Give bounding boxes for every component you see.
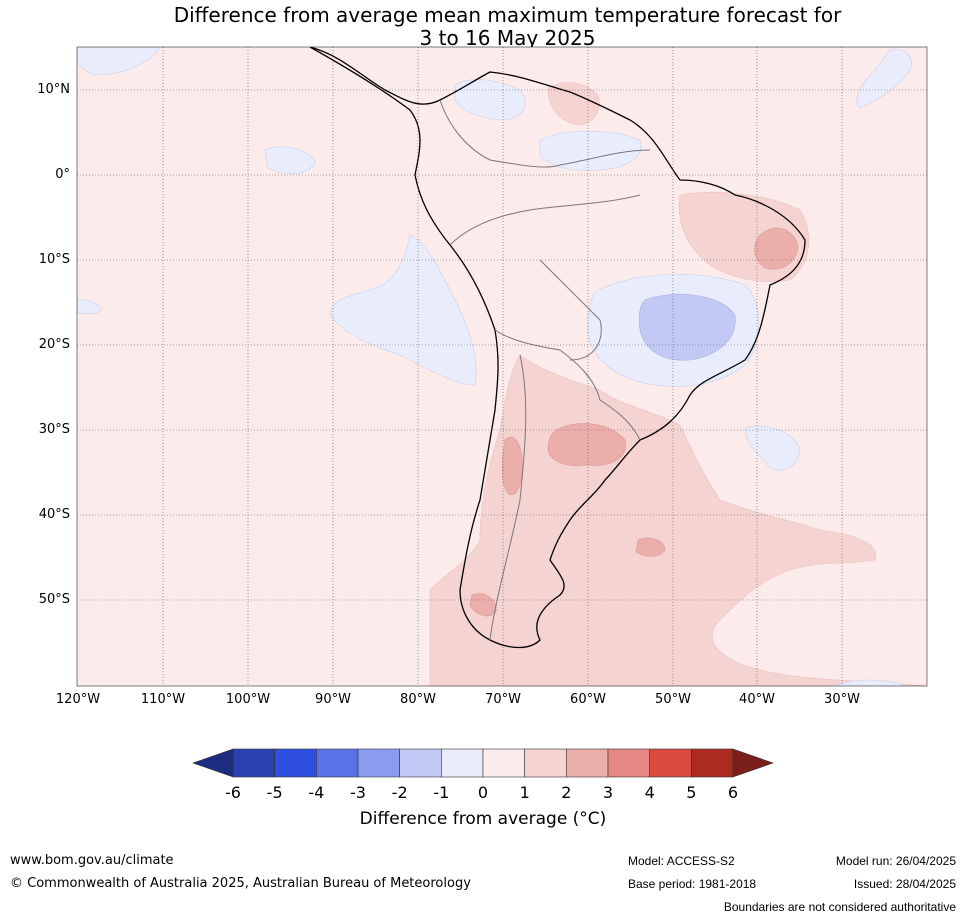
anomaly-neg1-0-pacific xyxy=(329,234,477,386)
lon-label-60w: 60°W xyxy=(570,692,606,707)
colorbar-tick-label: 2 xyxy=(561,783,572,802)
colorbar-label: Difference from average (°C) xyxy=(359,809,607,829)
anomaly-neg1-0-colombia xyxy=(454,79,526,121)
lon-label-40w: 40°W xyxy=(739,692,775,707)
title-line-1: Difference from average mean maximum tem… xyxy=(173,3,842,27)
anomaly-neg2-neg1-brazil xyxy=(638,293,736,361)
colorbar-tick-label: -3 xyxy=(350,783,366,802)
forecast-map xyxy=(76,46,928,687)
graticule xyxy=(77,47,927,686)
colorbar-cell xyxy=(482,748,525,778)
colorbar-cell xyxy=(566,748,609,778)
map-title: Difference from average mean maximum tem… xyxy=(0,4,965,50)
anomaly-neg1-0-south-atlantic xyxy=(744,425,801,471)
lon-label-120w: 120°W xyxy=(55,692,101,707)
colorbar-low-extend xyxy=(192,748,234,778)
country-borders xyxy=(439,99,651,641)
lon-label-90w: 90°W xyxy=(315,692,351,707)
colorbar-tick-label: 0 xyxy=(477,783,489,802)
anomaly-2-3-patagonia xyxy=(635,537,666,557)
lon-label-80w: 80°W xyxy=(400,692,436,707)
lat-label-20s: 20°S xyxy=(38,337,70,352)
colorbar-cell xyxy=(274,748,317,778)
anomaly-neg1-0-northeast xyxy=(856,49,912,109)
base-period: Base period: 1981-2018 xyxy=(628,877,757,891)
lon-label-50w: 50°W xyxy=(655,692,691,707)
lat-label-0: 0° xyxy=(55,167,70,182)
lat-label-30s: 30°S xyxy=(38,422,70,437)
anomaly-2-3-andes xyxy=(501,436,523,496)
anomaly-neg1-0-eastern-pacific xyxy=(264,146,316,175)
colorbar-tick-label: -1 xyxy=(433,783,450,802)
colorbar-cell xyxy=(316,748,359,778)
colorbar-high-extend xyxy=(732,748,774,778)
anomaly-2-3-northeast-brazil xyxy=(754,227,799,270)
issued-date: Issued: 28/04/2025 xyxy=(853,877,956,891)
colorbar-tick-label: 1 xyxy=(519,783,530,802)
colorbar-tick-label: -4 xyxy=(308,783,325,802)
colorbar-cell xyxy=(232,748,275,778)
lat-label-40s: 40°S xyxy=(38,507,70,522)
lat-label-50s: 50°S xyxy=(38,592,70,607)
copyright: © Commonwealth of Australia 2025, Austra… xyxy=(10,876,471,891)
colorbar-cell xyxy=(649,748,692,778)
title-line-2: 3 to 16 May 2025 xyxy=(419,26,596,50)
lon-label-30w: 30°W xyxy=(824,692,860,707)
colorbar-cell xyxy=(441,748,484,778)
colorbar-tick-label: -5 xyxy=(266,783,283,802)
colorbar-tick-label: 3 xyxy=(602,783,614,802)
colorbar-tick-label: 4 xyxy=(644,783,655,802)
anomaly-2-3-pampas xyxy=(547,423,627,466)
colorbar-cell xyxy=(357,748,400,778)
lon-label-110w: 110°W xyxy=(140,692,186,707)
colorbar-cell xyxy=(691,748,734,778)
model-name: Model: ACCESS-S2 xyxy=(628,854,735,868)
anomaly-neg1-0-northwest xyxy=(77,47,161,76)
anomaly-2-3-south-chile xyxy=(469,593,497,617)
anomaly-neg1-0-guiana xyxy=(539,130,642,171)
model-run: Model run: 26/04/2025 xyxy=(835,854,956,868)
colorbar-cell xyxy=(607,748,650,778)
lon-label-70w: 70°W xyxy=(485,692,521,707)
colorbar-tick-label: 6 xyxy=(727,783,739,802)
lat-label-10s: 10°S xyxy=(38,252,70,267)
map-frame xyxy=(76,46,928,687)
lon-label-100w: 100°W xyxy=(225,692,271,707)
website-url: www.bom.gov.au/climate xyxy=(10,853,174,868)
colorbar-tick-label: -2 xyxy=(391,783,408,802)
lat-label-10n: 10°N xyxy=(37,82,70,97)
colorbar-tick-label: -6 xyxy=(225,783,241,802)
boundaries-disclaimer: Boundaries are not considered authoritat… xyxy=(723,900,956,914)
colorbar xyxy=(192,748,774,778)
colorbar-cell xyxy=(524,748,567,778)
anomaly-1-2-caribbean xyxy=(547,82,600,126)
colorbar-tick-label: 5 xyxy=(686,783,697,802)
anomaly-neg1-0-west-edge xyxy=(77,299,103,315)
colorbar-cell xyxy=(399,748,442,778)
